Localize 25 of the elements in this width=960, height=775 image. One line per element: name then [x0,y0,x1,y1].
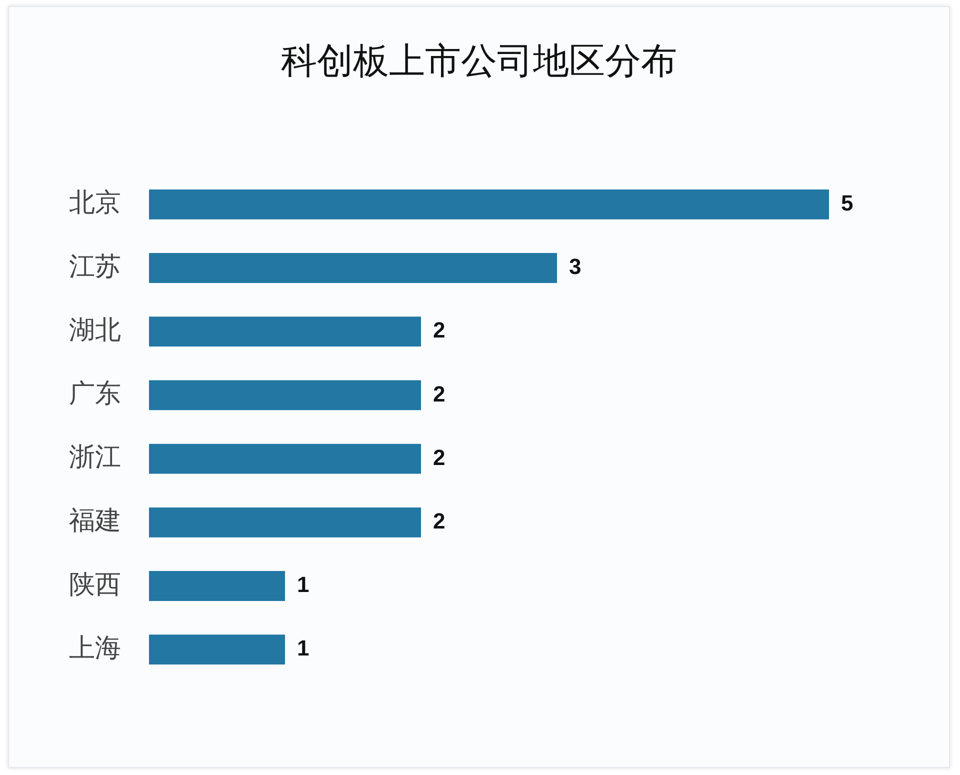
data-label: 2 [433,381,446,406]
y-tick-label: 广东 [69,378,121,409]
y-tick-label: 江苏 [69,252,121,282]
chart-title: 科创板上市公司地区分布 [280,40,678,84]
bar [149,444,421,474]
bar [149,253,557,283]
data-label: 2 [433,508,446,534]
y-tick-label: 陕西 [69,570,121,600]
y-tick-label: 上海 [69,633,121,664]
bar [149,380,421,410]
data-label: 1 [297,636,310,661]
data-label: 2 [433,318,446,343]
y-tick-label: 北京 [69,188,121,218]
y-tick-label: 福建 [69,506,121,536]
bar [149,316,421,347]
bar [149,507,421,538]
bar [149,571,285,601]
data-label: 1 [297,572,310,598]
data-label: 2 [433,444,446,470]
bar [149,634,285,665]
data-label: 5 [841,190,854,216]
y-tick-label: 湖北 [69,315,121,346]
bar [149,189,829,220]
data-label: 3 [569,254,582,280]
y-tick-label: 浙江 [69,442,121,473]
